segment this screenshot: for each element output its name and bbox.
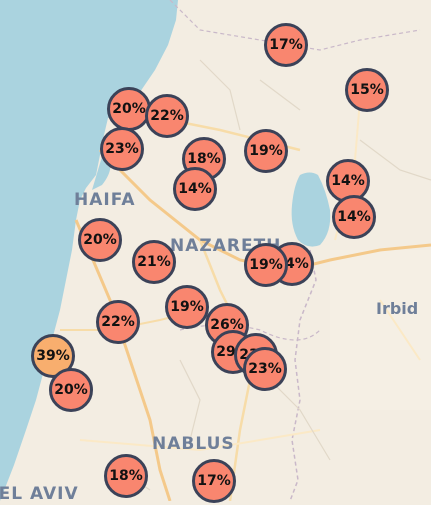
sea-of-galilee xyxy=(291,172,331,247)
place-label-tel-aviv: TEL AVIV xyxy=(0,484,79,504)
map-marker[interactable]: 22% xyxy=(96,300,140,344)
map-marker[interactable]: 14% xyxy=(332,195,376,239)
map-marker[interactable]: 17% xyxy=(192,459,236,503)
map-marker[interactable]: 19% xyxy=(165,285,209,329)
map-marker[interactable]: 17% xyxy=(264,23,308,67)
place-label-haifa: HAIFA xyxy=(74,190,136,210)
map-marker[interactable]: 20% xyxy=(107,87,151,131)
map-marker[interactable]: 19% xyxy=(244,243,288,287)
map-marker[interactable]: 21% xyxy=(132,240,176,284)
map-marker[interactable]: 14% xyxy=(173,167,217,211)
map-marker[interactable]: 18% xyxy=(104,454,148,498)
map-marker[interactable]: 20% xyxy=(78,218,122,262)
map-marker[interactable]: 23% xyxy=(243,347,287,391)
map-marker[interactable]: 23% xyxy=(100,127,144,171)
map-marker[interactable]: 20% xyxy=(49,368,93,412)
map-marker[interactable]: 19% xyxy=(244,129,288,173)
place-label-nablus: NABLUS xyxy=(152,434,235,454)
mediterranean-sea xyxy=(0,0,178,501)
map-marker[interactable]: 22% xyxy=(145,94,189,138)
place-label-irbid: Irbid xyxy=(376,299,419,318)
map-marker[interactable]: 15% xyxy=(345,68,389,112)
